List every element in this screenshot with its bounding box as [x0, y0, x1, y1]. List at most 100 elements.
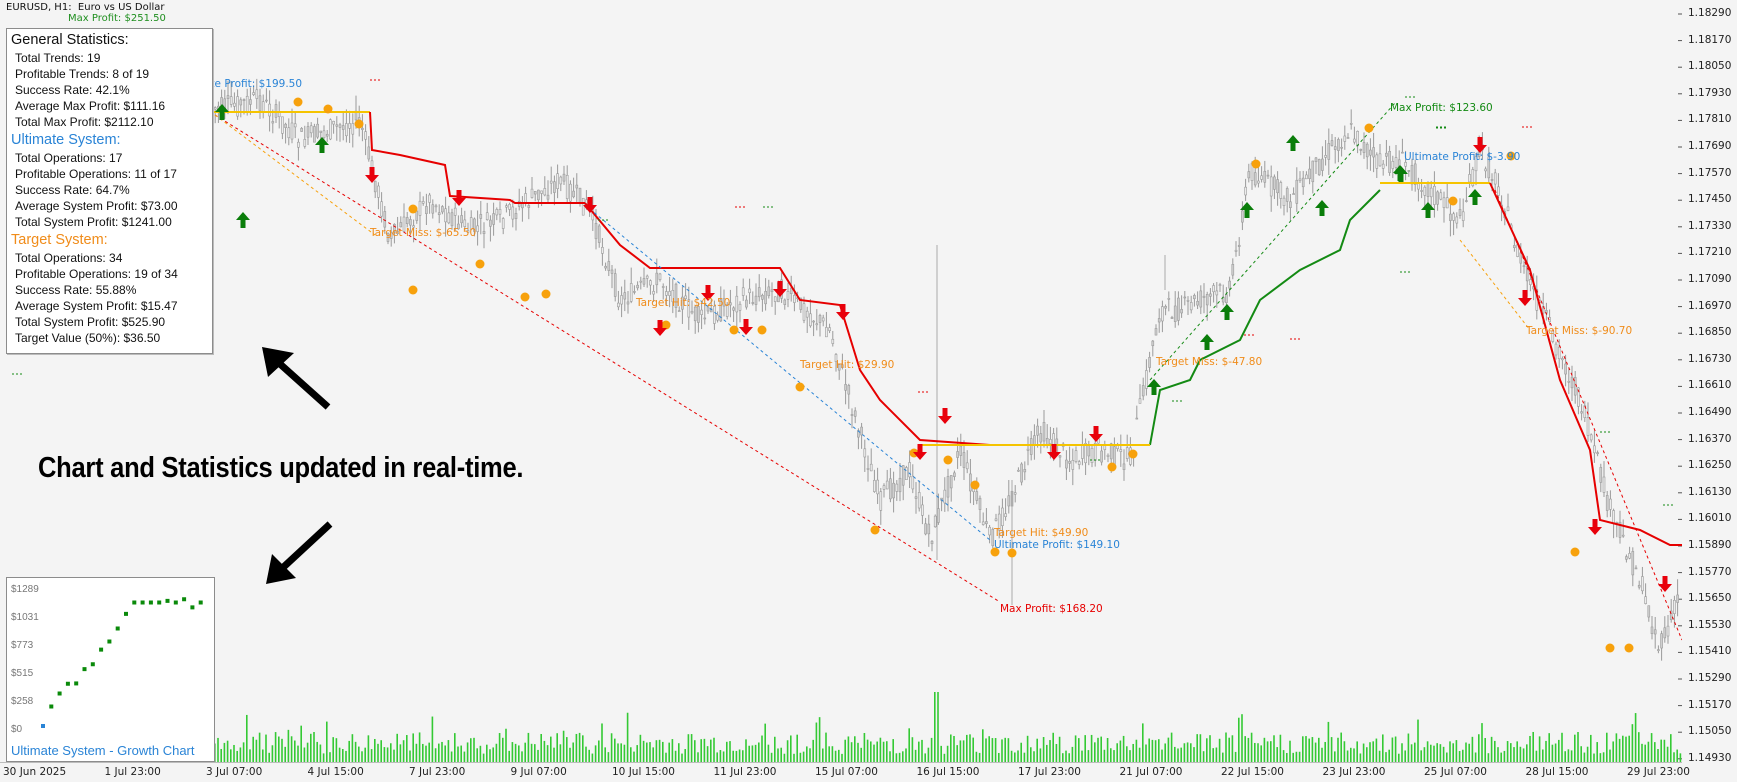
candle-body [809, 313, 812, 327]
volume-bar [1350, 747, 1352, 762]
volume-bar [684, 749, 686, 762]
volume-bar [1116, 743, 1118, 762]
price-chart[interactable] [0, 0, 1683, 763]
volume-bar [444, 745, 446, 762]
volume-bar [575, 733, 578, 762]
volume-bar [655, 740, 658, 762]
candle-body [1497, 186, 1500, 196]
volume-bar [370, 749, 373, 762]
volume-bar [876, 741, 878, 762]
volume-bar [732, 750, 734, 762]
volume-bar [1622, 735, 1624, 762]
stat-row: Total System Profit: $1241.00 [15, 215, 172, 229]
candle-body [1564, 363, 1567, 375]
volume-bar [1090, 734, 1093, 762]
volume-bar [678, 743, 680, 762]
candle-body [1218, 284, 1222, 286]
volume-bar [1254, 742, 1256, 762]
ultimate-profit-label: Ultimate Profit: $149.10 [994, 539, 1120, 551]
candle-body [1551, 330, 1555, 342]
volume-bar [434, 748, 437, 762]
candle-body [783, 299, 787, 305]
candle-body [1071, 460, 1075, 470]
candle-body [460, 215, 463, 224]
volume-bar [1119, 740, 1122, 762]
volume-bar [1519, 746, 1522, 762]
candle-body [281, 116, 284, 134]
candle-body [569, 183, 572, 202]
candle-body [751, 302, 755, 304]
candle-body [559, 176, 563, 185]
candle-body [729, 302, 732, 306]
volume-bar [543, 740, 546, 762]
candle-body [1189, 302, 1193, 311]
volume-bar [329, 752, 331, 762]
volume-bar [1423, 747, 1426, 762]
candle-body [962, 452, 966, 468]
volume-bar [1263, 737, 1266, 762]
candle-body [927, 523, 931, 535]
volume-bar [1215, 747, 1218, 762]
candle-body [351, 123, 355, 135]
candle-body [642, 278, 646, 285]
caption-text: Chart and Statistics updated in real-tim… [38, 452, 524, 484]
candle-body [447, 212, 451, 224]
sell-arrow-icon [913, 444, 927, 460]
volume-bar [1670, 734, 1672, 762]
volume-bar [844, 739, 846, 762]
candle-chart-canvas[interactable] [0, 0, 1682, 762]
candle-body [274, 104, 278, 118]
volume-bar [348, 740, 350, 762]
volume-bar [799, 752, 802, 762]
candle-body [873, 480, 876, 492]
candle-body [869, 463, 873, 472]
candle-body [1205, 294, 1209, 306]
candle-body [693, 306, 697, 322]
candle-body [1391, 160, 1395, 169]
volume-bar [396, 733, 398, 762]
candle-body [1580, 411, 1583, 414]
candle-body [249, 99, 252, 105]
volume-bar [1641, 743, 1643, 762]
candle-body [377, 185, 380, 198]
candle-body [1186, 299, 1190, 302]
time-tick-label: 9 Jul 07:00 [510, 766, 567, 778]
candle-body [847, 385, 851, 395]
volume-bar [428, 742, 430, 762]
volume-bar [1058, 736, 1061, 762]
candle-body [937, 508, 940, 523]
volume-bar [1407, 733, 1410, 762]
price-tick-label: 1.15050 [1688, 725, 1732, 738]
candle-body [492, 213, 495, 225]
volume-bar [1078, 738, 1080, 762]
candle-body [914, 496, 918, 499]
volume-bar [1340, 732, 1342, 762]
volume-bar [838, 749, 840, 762]
candle-body [1465, 200, 1468, 202]
volume-bar [1398, 753, 1400, 762]
price-scale[interactable] [1682, 0, 1737, 782]
candle-body [1324, 155, 1327, 158]
candle-body [719, 299, 723, 322]
volume-bar [1174, 746, 1176, 762]
candle-body [1263, 170, 1267, 183]
volume-bar [802, 751, 805, 762]
candle-body [1487, 156, 1491, 179]
candle-body [1637, 584, 1641, 588]
candle-body [1279, 182, 1283, 199]
candle-body [1167, 298, 1171, 300]
candle-body [1122, 463, 1126, 471]
growth-y-label: $258 [11, 696, 34, 707]
candle-body [943, 489, 947, 504]
volume-bar [431, 716, 434, 762]
volume-bar [1462, 749, 1464, 762]
candle-body [1004, 513, 1007, 518]
volume-bar [850, 742, 853, 762]
volume-bar [914, 749, 917, 762]
candle-body [476, 225, 479, 232]
growth-point [173, 600, 178, 605]
candle-body [1493, 172, 1497, 185]
volume-bar [742, 750, 744, 762]
candle-body [1084, 443, 1087, 464]
candle-body [268, 103, 271, 117]
